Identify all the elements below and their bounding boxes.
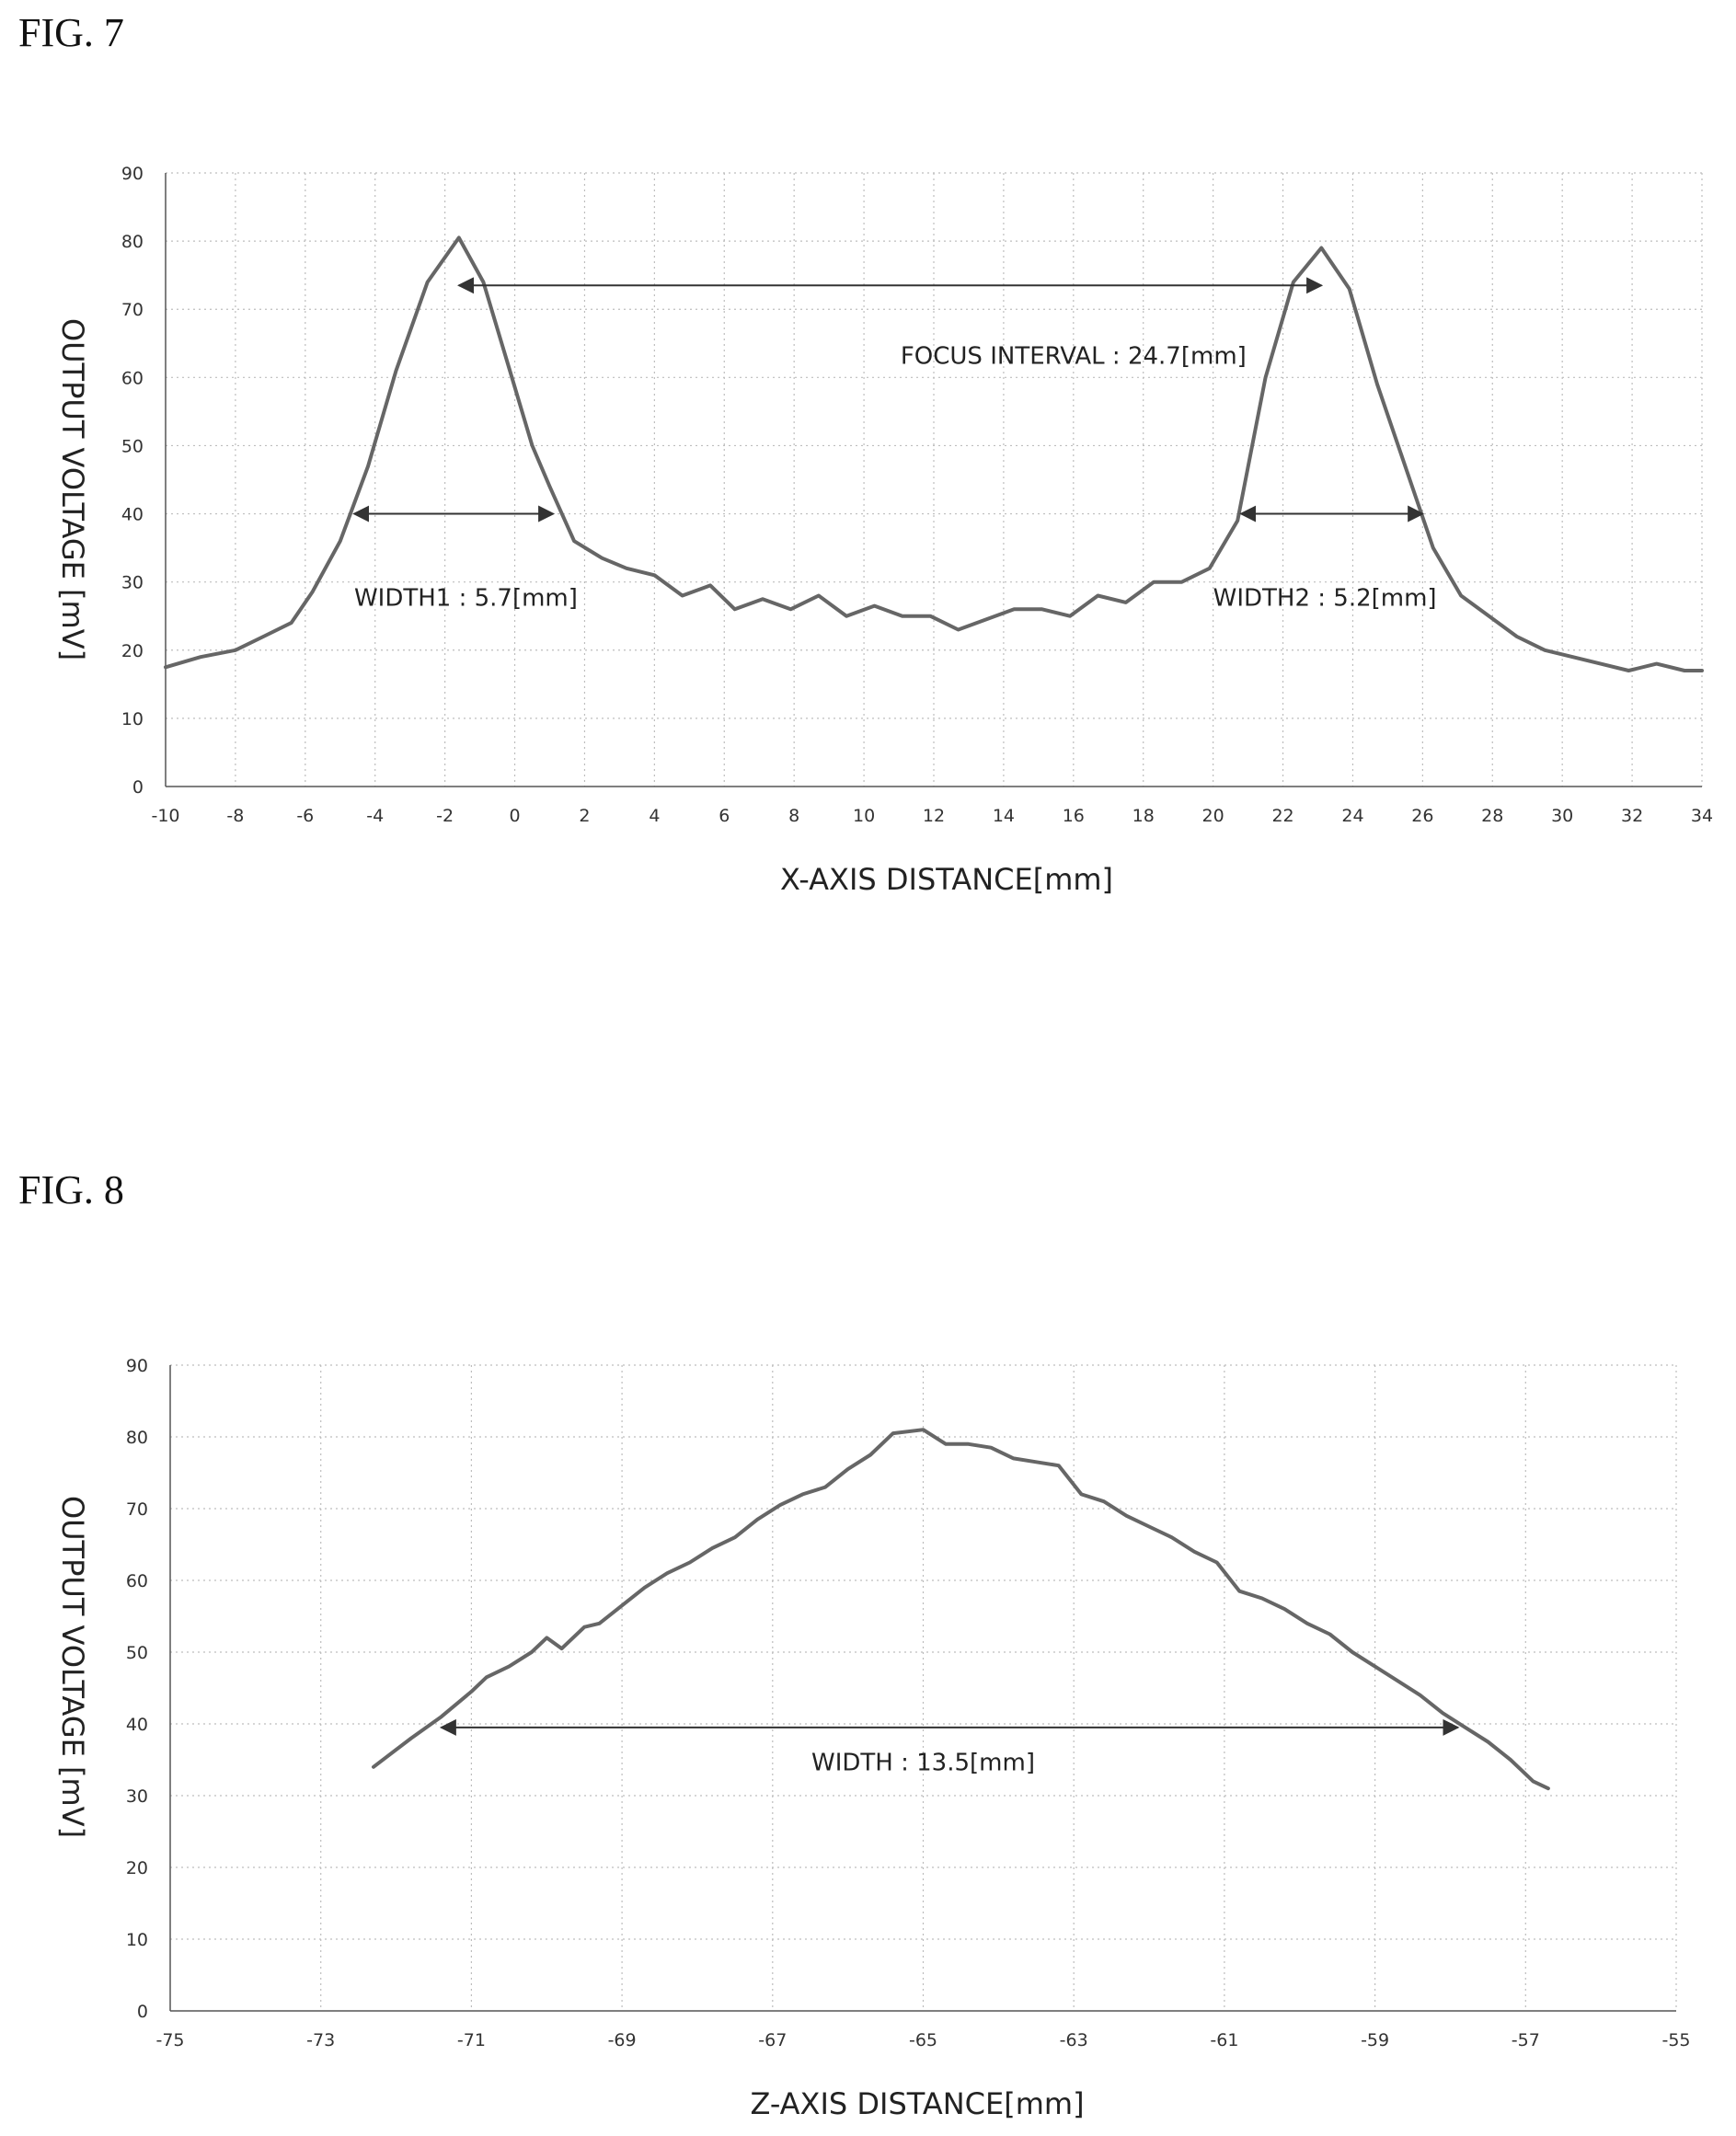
y-tick-label: 0 (137, 2002, 148, 2022)
y-tick-label: 80 (126, 1428, 148, 1448)
x-tick-label: 30 (1551, 806, 1573, 826)
x-tick-label: -59 (1361, 2030, 1389, 2050)
y-tick-label: 60 (121, 368, 144, 388)
x-tick-label: 18 (1132, 806, 1155, 826)
y-tick-label: 0 (132, 777, 144, 798)
series-line (164, 235, 1704, 672)
figure-7-label: FIG. 7 (18, 10, 124, 55)
x-tick-label: 26 (1411, 806, 1433, 826)
x-tick-label: 8 (788, 806, 799, 826)
x-tick-label: 10 (853, 806, 875, 826)
x-tick-label: 28 (1481, 806, 1503, 826)
annotation-label: WIDTH : 13.5[mm] (811, 1750, 1035, 1777)
x-tick-label: 2 (579, 806, 590, 826)
y-tick-label: 10 (126, 1930, 148, 1950)
y-tick-label: 50 (126, 1643, 148, 1663)
x-tick-label: -71 (457, 2030, 486, 2050)
x-tick-label: -6 (296, 806, 314, 826)
x-tick-label: -2 (436, 806, 454, 826)
series-line (372, 1428, 1550, 1791)
x-tick-label: -8 (226, 806, 244, 826)
y-tick-label: 90 (121, 164, 144, 184)
y-tick-label: 10 (121, 709, 144, 729)
y-tick-label: 30 (121, 573, 144, 593)
x-tick-label: 14 (993, 806, 1015, 826)
x-tick-label: -55 (1661, 2030, 1690, 2050)
annotation-label: WIDTH1 : 5.7[mm] (354, 585, 578, 613)
x-tick-label: 4 (649, 806, 660, 826)
figure-8-label: FIG. 8 (18, 1167, 124, 1212)
x-tick-label: 20 (1202, 806, 1224, 826)
fig7-x-axis-title: X-AXIS DISTANCE[mm] (780, 862, 1113, 897)
y-tick-label: 70 (126, 1499, 148, 1520)
x-tick-label: -61 (1210, 2030, 1238, 2050)
x-tick-label: -65 (909, 2030, 937, 2050)
fig7-y-axis-title: OUTPUT VOLTAGE [mV] (55, 318, 90, 660)
chart-fig8: -75 -73 -71 -69 -67 -65 -63 -61 -59 -57 -55 0 10 20 30… (126, 1356, 1691, 2050)
y-tick-label: 60 (126, 1571, 148, 1591)
x-tick-label: -10 (151, 806, 179, 826)
x-tick-label: -67 (758, 2030, 787, 2050)
x-tick-label: -57 (1512, 2030, 1540, 2050)
y-tick-label: 50 (121, 436, 144, 456)
x-tick-label: 0 (509, 806, 520, 826)
annotation-label: FOCUS INTERVAL : 24.7[mm] (901, 343, 1247, 371)
x-tick-label: 34 (1691, 806, 1713, 826)
x-tick-label: 6 (719, 806, 730, 826)
y-tick-label: 20 (126, 1858, 148, 1878)
x-tick-label: -69 (608, 2030, 637, 2050)
chart-fig7: -10 -8 -6 -4 -2 0 2 4 6 8 10 12 14 16 18 20 22 24 26 28 30 32… (121, 164, 1713, 826)
x-tick-label: 22 (1271, 806, 1293, 826)
y-tick-label: 40 (121, 505, 144, 525)
x-tick-label: 12 (923, 806, 945, 826)
y-tick-label: 30 (126, 1786, 148, 1807)
fig8-x-axis-title: Z-AXIS DISTANCE[mm] (750, 2086, 1084, 2121)
x-tick-label: -63 (1060, 2030, 1088, 2050)
x-tick-label: 24 (1341, 806, 1363, 826)
fig8-y-axis-title: OUTPUT VOLTAGE [mV] (55, 1496, 90, 1838)
y-tick-label: 80 (121, 232, 144, 252)
y-tick-label: 40 (126, 1715, 148, 1735)
y-tick-label: 90 (126, 1356, 148, 1376)
y-tick-label: 70 (121, 300, 144, 320)
annotation-label: WIDTH2 : 5.2[mm] (1213, 585, 1437, 613)
y-tick-label: 20 (121, 641, 144, 661)
x-tick-label: 16 (1063, 806, 1085, 826)
x-tick-label: -75 (155, 2030, 184, 2050)
x-tick-label: -4 (366, 806, 384, 826)
x-tick-label: 32 (1621, 806, 1643, 826)
x-tick-label: -73 (306, 2030, 335, 2050)
